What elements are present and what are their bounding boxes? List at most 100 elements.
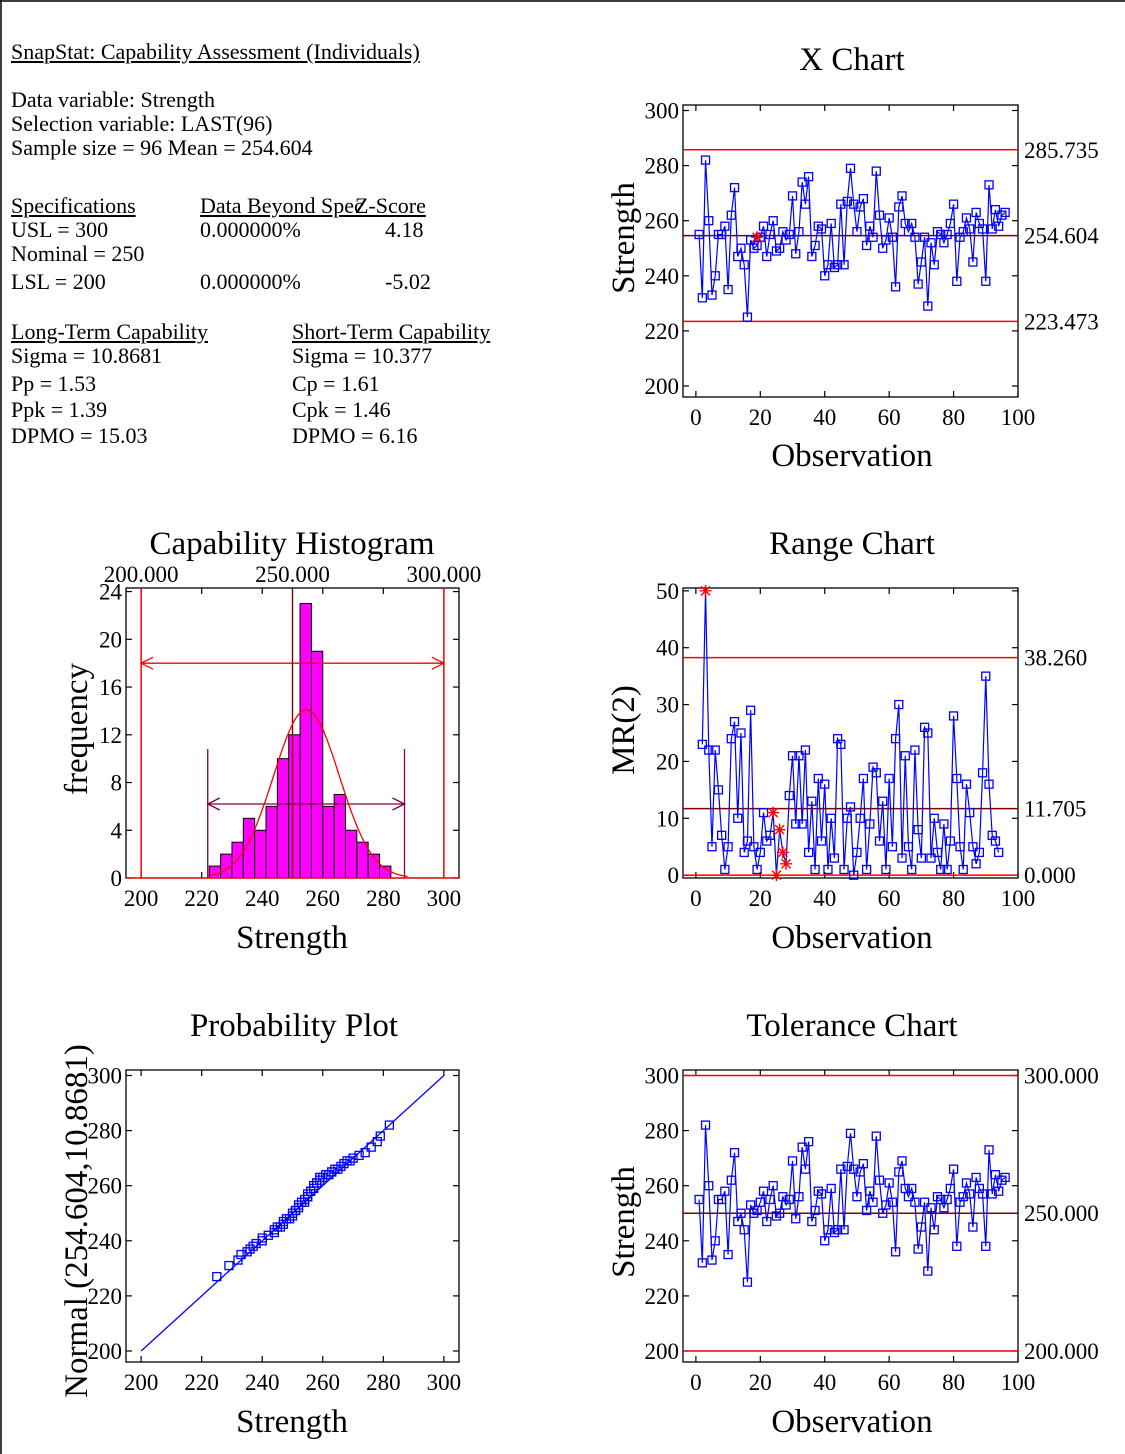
x-chart-point [910,232,920,242]
probability-plot-x-tick-label: 200 [124,1370,159,1395]
x-chart-y-tick-label: 240 [645,264,680,289]
probability-plot-y-tick-label: 280 [88,1119,123,1144]
x-chart-point [861,240,872,251]
x-chart-point [871,166,881,176]
x-chart-point [784,229,794,240]
range-chart-x-tick-label: 60 [878,886,901,911]
probability-plot-point [284,1214,295,1224]
histogram-x-tick-label: 280 [366,886,401,911]
x-chart-point [774,243,785,253]
range-chart-point [984,779,994,789]
tolerance-chart-point [971,1172,981,1183]
x-chart-point [952,276,962,286]
tolerance-chart-x-tick-label: 40 [813,1370,836,1395]
x-chart-point [839,260,849,270]
tolerance-chart-point [826,1183,836,1194]
histogram-title: Capability Histogram [149,526,434,562]
range-chart-point [729,716,740,727]
range-chart-x-axis-label: Observation [771,920,932,956]
range-chart-flagged-point [773,823,786,836]
range-chart-y-tick-label: 50 [656,579,679,604]
range-chart-point [749,842,759,852]
histogram-y-axis-label: frequency [59,663,95,795]
probability-plot-point [375,1131,385,1141]
range-chart-point [900,751,910,761]
tolerance-chart-point [894,1167,904,1177]
range-chart-point [977,768,988,778]
x-chart-point [955,232,965,242]
range-chart-point [739,847,749,858]
tolerance-chart-point [955,1197,965,1207]
probability-plot-point [327,1167,337,1177]
range-chart-point [723,842,733,852]
range-chart-point [736,728,746,738]
probability-plot-x-axis-label: Strength [236,1404,348,1440]
range-chart-point [762,836,772,846]
range-chart-point [707,842,717,852]
tolerance-chart-point [816,1189,827,1199]
selection-variable: Selection variable: LAST(96) [11,111,273,136]
short-term-dpmo: DPMO = 6.16 [292,423,418,448]
probability-plot-point [306,1186,316,1196]
long-term-ppk: Ppk = 1.39 [11,397,108,422]
short-term-cp: Cp = 1.61 [292,371,380,396]
x-chart-point [897,191,907,201]
lsl-beyond: 0.000000% [200,269,301,294]
range-chart-point [720,864,730,875]
histogram-y-tick-label: 16 [99,675,122,700]
tolerance-chart-point [958,1192,968,1202]
probability-plot-point [299,1194,310,1205]
tolerance-chart-point [948,1164,959,1174]
tolerance-chart-x-tick-label: 100 [1001,1370,1036,1395]
tolerance-chart-point [861,1205,872,1216]
range-chart-point [742,836,753,846]
range-chart-point [887,842,898,852]
data-variable: Data variable: Strength [11,87,216,112]
x-chart-point [923,301,933,311]
tolerance-chart-point [839,1225,849,1235]
range-chart-point [784,790,794,801]
x-chart-point [994,221,1004,231]
range-chart-point [832,734,843,744]
x-chart-point [832,260,843,270]
tolerance-chart-point [952,1241,962,1251]
range-chart-point [907,864,917,875]
tolerance-chart-point [700,1120,711,1130]
x-chart-point [997,210,1007,220]
x-chart-point [984,180,994,190]
probability-plot-point [224,1260,234,1271]
tolerance-chart-point [726,1175,736,1185]
tolerance-chart-nominal-label: 250.000 [1024,1201,1099,1226]
probability-plot-point [257,1233,267,1243]
x-chart-point [787,191,798,201]
x-chart-flagged-point [751,231,764,244]
range-chart-point [990,836,1001,846]
tolerance-chart-point [919,1197,930,1207]
range-chart-y-axis-label: MR(2) [606,685,642,775]
lsl-value: LSL = 200 [11,269,106,294]
x-chart-point [720,221,730,231]
range-chart-point [717,830,727,841]
histogram-normal-curve [207,709,408,878]
x-chart-y-tick-label: 260 [645,209,680,234]
tolerance-chart-point [945,1183,956,1194]
range-chart-point [791,819,801,829]
z-score-header: Z-Score [355,193,426,218]
x-chart-plot-frame [682,104,1019,398]
range-chart-point [965,807,975,818]
x-chart-point [729,182,740,193]
range-chart-point [903,842,914,852]
x-chart-ucl-label: 285.735 [1024,138,1099,163]
x-chart-point [881,235,891,245]
tolerance-chart-point [884,1178,894,1188]
tolerance-chart-point [907,1183,917,1194]
histogram-x-tick-label: 220 [184,886,219,911]
range-chart-point [971,859,981,869]
histogram-top-tick-label: 300.000 [406,562,481,587]
x-chart-x-tick-label: 60 [878,405,901,430]
tolerance-chart-point [965,1189,975,1199]
tolerance-chart-point [704,1181,714,1191]
range-chart-point [916,853,927,863]
tolerance-chart-point [932,1192,943,1202]
